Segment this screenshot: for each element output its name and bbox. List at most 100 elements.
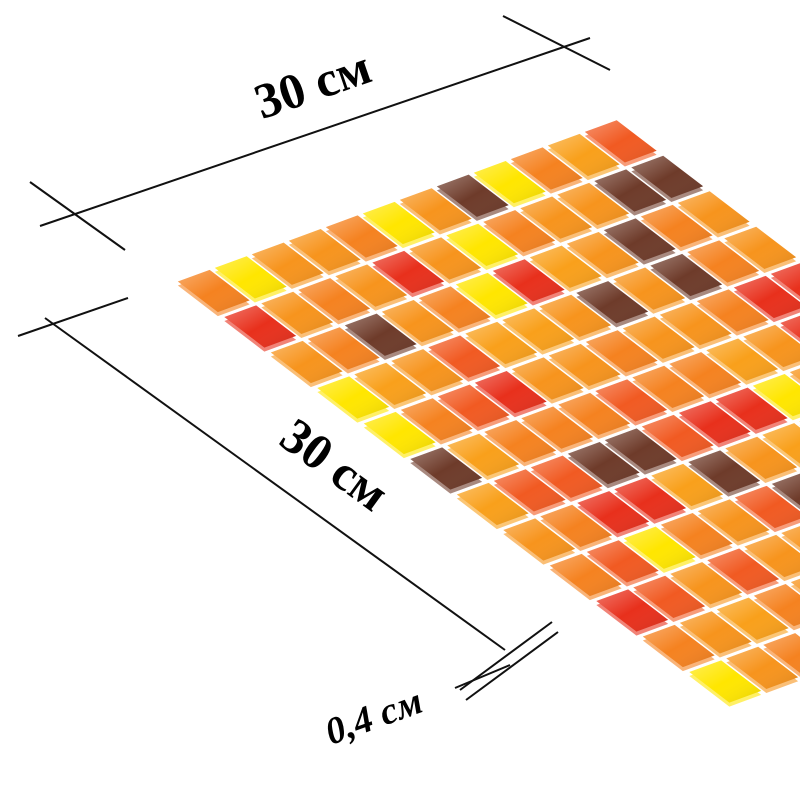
tile bbox=[594, 169, 667, 212]
tile bbox=[251, 242, 324, 285]
tile bbox=[455, 272, 528, 316]
tile bbox=[603, 218, 676, 261]
tile bbox=[614, 477, 687, 520]
tile bbox=[510, 147, 583, 190]
tile bbox=[410, 447, 483, 490]
tile bbox=[726, 646, 799, 689]
tile bbox=[270, 340, 343, 384]
tile bbox=[261, 291, 334, 334]
tile bbox=[484, 420, 557, 463]
tile bbox=[447, 433, 520, 476]
tile bbox=[633, 575, 706, 618]
tile bbox=[362, 201, 435, 245]
tick bbox=[465, 631, 559, 701]
tile bbox=[354, 362, 427, 405]
tile bbox=[650, 253, 723, 297]
tile bbox=[790, 578, 800, 590]
tile bbox=[298, 278, 371, 321]
tile bbox=[224, 305, 297, 348]
tile bbox=[707, 548, 780, 591]
tile bbox=[669, 352, 742, 395]
tile bbox=[687, 240, 760, 283]
tile bbox=[558, 392, 631, 436]
tile bbox=[493, 469, 566, 512]
tile bbox=[530, 455, 603, 498]
width-dimension bbox=[29, 15, 611, 251]
tile bbox=[604, 428, 677, 471]
tick bbox=[29, 181, 126, 251]
tile bbox=[771, 473, 800, 506]
tile bbox=[789, 368, 800, 380]
tile bbox=[660, 513, 733, 556]
tile bbox=[344, 313, 417, 356]
tile bbox=[502, 308, 575, 351]
tile bbox=[733, 275, 800, 319]
tile bbox=[651, 463, 724, 507]
tile bbox=[418, 286, 491, 329]
tile bbox=[743, 324, 800, 368]
width-label: 30 см bbox=[247, 38, 378, 130]
tile bbox=[696, 289, 769, 332]
tile bbox=[456, 482, 529, 526]
thickness-line bbox=[454, 664, 511, 689]
tile bbox=[428, 335, 501, 378]
tile bbox=[752, 374, 800, 417]
tile bbox=[642, 624, 715, 668]
tile bbox=[557, 182, 630, 226]
tile bbox=[697, 499, 770, 542]
tile bbox=[725, 436, 798, 479]
tile bbox=[214, 256, 287, 299]
tile bbox=[780, 315, 800, 339]
tile bbox=[577, 491, 650, 534]
tile bbox=[547, 133, 620, 177]
tile bbox=[659, 303, 732, 346]
tile bbox=[670, 562, 743, 605]
tile bbox=[492, 259, 565, 302]
tile bbox=[770, 263, 800, 297]
tile bbox=[753, 584, 800, 627]
tile bbox=[399, 188, 472, 231]
dimension-line bbox=[39, 37, 591, 227]
dimension-line bbox=[44, 317, 506, 651]
tile bbox=[632, 365, 705, 408]
tile bbox=[548, 343, 621, 387]
tile bbox=[381, 300, 454, 343]
tile bbox=[613, 267, 686, 310]
tile bbox=[734, 485, 800, 529]
tile bbox=[640, 204, 713, 248]
tile bbox=[576, 281, 649, 324]
tile bbox=[400, 398, 473, 441]
tile bbox=[539, 294, 612, 337]
tile bbox=[623, 526, 696, 569]
tile bbox=[631, 155, 704, 198]
mosaic-sheet bbox=[177, 120, 800, 707]
tile bbox=[641, 414, 714, 458]
tile bbox=[307, 327, 380, 370]
tile bbox=[521, 406, 594, 449]
tile bbox=[706, 338, 779, 381]
tile bbox=[529, 245, 602, 288]
tile bbox=[586, 540, 659, 583]
tile bbox=[679, 611, 752, 654]
tile bbox=[436, 174, 509, 217]
tile bbox=[503, 518, 576, 561]
tick bbox=[502, 15, 611, 71]
tile bbox=[763, 633, 800, 673]
tile bbox=[584, 120, 657, 163]
tick bbox=[17, 297, 129, 337]
tile bbox=[689, 660, 762, 703]
tile bbox=[677, 191, 750, 234]
tile bbox=[391, 349, 464, 392]
tile bbox=[325, 215, 398, 258]
tile bbox=[585, 330, 658, 373]
tile bbox=[596, 589, 669, 632]
tile bbox=[678, 401, 751, 444]
tile bbox=[716, 597, 789, 640]
tile bbox=[744, 534, 800, 578]
tile bbox=[483, 210, 556, 253]
tile bbox=[762, 423, 800, 464]
tile bbox=[688, 450, 761, 493]
tile bbox=[317, 376, 390, 419]
